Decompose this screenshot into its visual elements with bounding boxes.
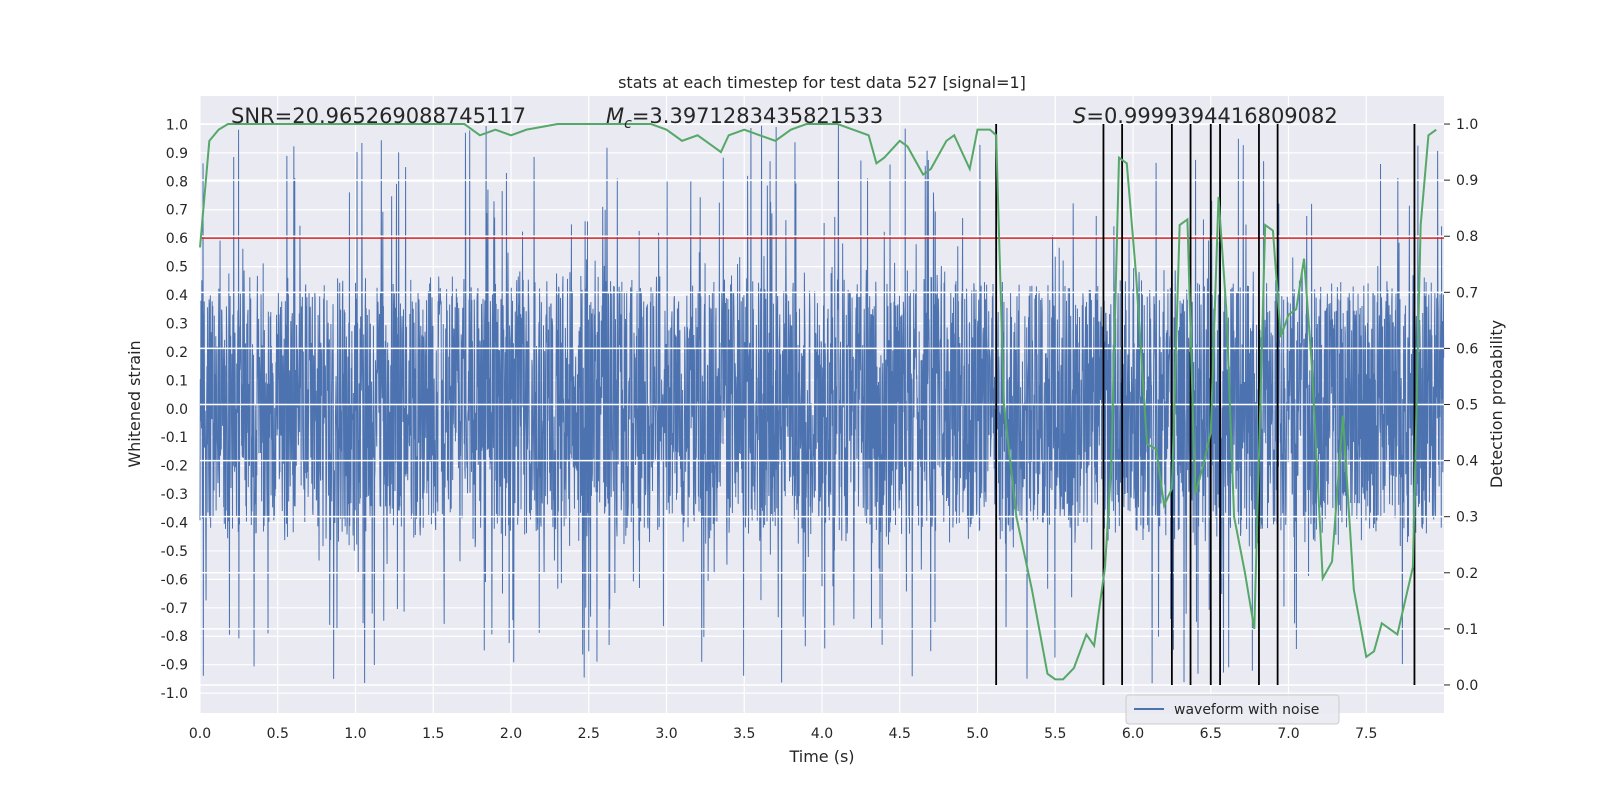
snr-annotation: SNR=20.965269088745117: [231, 104, 526, 128]
chirp-mass-annotation: Mc=3.3971283435821533: [606, 104, 883, 132]
left-y-tick-label: -0.5: [161, 544, 188, 560]
right-y-tick-label: 0.8: [1456, 229, 1478, 245]
x-tick-label: 7.5: [1355, 726, 1377, 742]
left-y-tick-labels: 1.0 0.9 0.8 0.7 0.6 0.5 0.4 0.3 0.2 0.1 0.0 -0.1 -0.…: [161, 117, 188, 702]
x-tick-label: 5.5: [1044, 726, 1066, 742]
x-tick-labels: 0.0 0.5 1.0 1.5 2.0 2.5 3.0 3.5 4.0 4.5 5.0 5.5 6.0 6…: [189, 726, 1378, 742]
x-tick-label: 6.5: [1200, 726, 1222, 742]
left-y-tick-label: 0.4: [166, 288, 188, 304]
x-tick-label: 5.0: [966, 726, 988, 742]
x-tick-label: 3.5: [733, 726, 755, 742]
legend: waveform with noise: [1125, 694, 1340, 725]
left-y-tick-label: 0.5: [166, 260, 188, 276]
left-y-tick-label: -1.0: [161, 686, 188, 702]
x-tick-label: 1.0: [344, 726, 366, 742]
left-y-axis-title: Whitened strain: [125, 340, 144, 467]
left-y-tick-label: 0.9: [166, 146, 188, 162]
right-y-tick-label: 0.5: [1456, 398, 1478, 414]
left-y-tick-label: -0.9: [161, 658, 188, 674]
x-tick-label: 2.0: [500, 726, 522, 742]
x-tick-label: 3.0: [655, 726, 677, 742]
x-tick-label: 4.0: [811, 726, 833, 742]
left-y-tick-label: 0.8: [166, 174, 188, 190]
right-y-gridlines: [200, 123, 1444, 686]
x-tick-label: 0.0: [189, 726, 211, 742]
right-y-tick-label: 0.2: [1456, 566, 1478, 582]
right-y-tick-label: 1.0: [1456, 117, 1478, 133]
right-y-tick-label: 0.1: [1456, 622, 1478, 638]
right-y-tick-label: 0.9: [1456, 173, 1478, 189]
chirp-mass-symbol: M: [606, 104, 624, 128]
s-symbol: S: [1073, 104, 1086, 128]
left-y-tick-label: 0.0: [166, 402, 188, 418]
waveform-series: [199, 124, 1445, 684]
x-tick-label: 4.5: [889, 726, 911, 742]
left-y-tick-label: 0.6: [166, 231, 188, 247]
right-y-tick-labels: 1.0 0.9 0.8 0.7 0.6 0.5 0.4 0.3 0.2 0.1 0.0: [1444, 117, 1478, 694]
x-tick-label: 0.5: [267, 726, 289, 742]
left-y-tick-label: 1.0: [166, 117, 188, 133]
x-tick-label: 1.5: [422, 726, 444, 742]
chirp-mass-subscript: c: [624, 116, 632, 132]
right-y-tick-label: 0.3: [1456, 510, 1478, 526]
s-value: =0.9999394416809082: [1086, 104, 1337, 128]
x-tick-label: 7.0: [1277, 726, 1299, 742]
x-tick-label: 2.5: [578, 726, 600, 742]
left-y-tick-label: -0.8: [161, 629, 188, 645]
left-y-tick-label: -0.6: [161, 572, 188, 588]
left-y-tick-label: -0.1: [161, 430, 188, 446]
x-tick-label: 6.0: [1122, 726, 1144, 742]
right-y-tick-label: 0.0: [1456, 678, 1478, 694]
chirp-mass-value: =3.3971283435821533: [632, 104, 883, 128]
legend-box: [1125, 694, 1340, 725]
right-y-axis-title: Detection probability: [1487, 320, 1506, 488]
legend-waveform-label: waveform with noise: [1174, 702, 1319, 718]
left-y-tick-label: 0.7: [166, 203, 188, 219]
left-y-tick-label: -0.4: [161, 515, 188, 531]
x-axis-title: Time (s): [788, 747, 854, 766]
left-y-tick-label: 0.2: [166, 345, 188, 361]
left-y-tick-label: 0.3: [166, 316, 188, 332]
left-y-tick-label: -0.2: [161, 459, 188, 475]
vertical-markers: [995, 124, 1416, 685]
right-y-tick-label: 0.6: [1456, 341, 1478, 357]
right-y-tick-label: 0.7: [1456, 285, 1478, 301]
left-y-tick-label: 0.1: [166, 373, 188, 389]
left-y-tick-label: -0.7: [161, 601, 188, 617]
left-y-tick-label: -0.3: [161, 487, 188, 503]
right-y-tick-label: 0.4: [1456, 454, 1478, 470]
s-annotation: S=0.9999394416809082: [1073, 104, 1338, 128]
waveform-with-noise-line: [199, 124, 1445, 684]
chart-title: stats at each timestep for test data 527…: [618, 73, 1026, 92]
detection-probability-line: [199, 123, 1437, 681]
